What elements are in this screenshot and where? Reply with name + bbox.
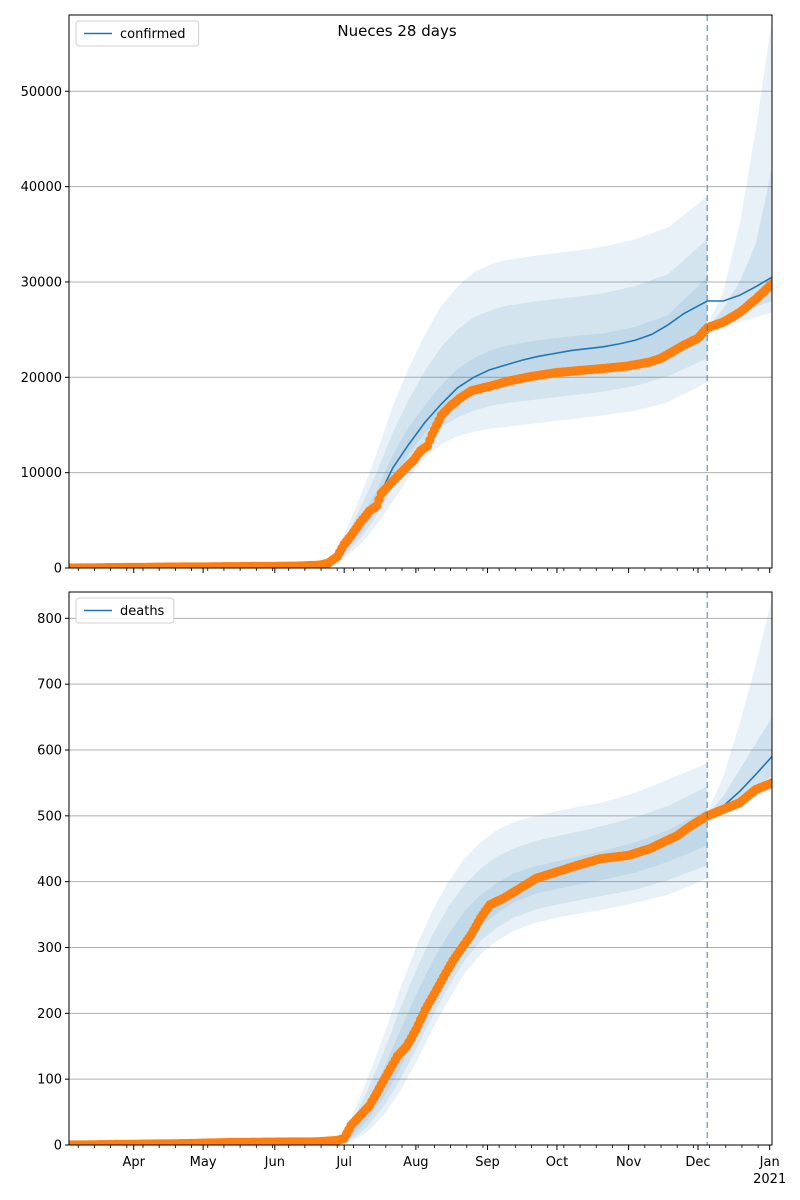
x-tick-label: Oct xyxy=(546,1155,568,1170)
legend-box xyxy=(75,597,175,624)
y-tick-label: 600 xyxy=(37,744,62,759)
y-tick-label: 50000 xyxy=(21,85,62,100)
band-mid-0 xyxy=(69,239,708,568)
x-tick-label: Aug xyxy=(403,1155,428,1170)
forecast-band-outer-0 xyxy=(707,19,772,335)
y-tick-label: 400 xyxy=(37,875,62,890)
y-tick-label: 800 xyxy=(37,612,62,627)
band-outer-1 xyxy=(69,763,708,1145)
observed-points xyxy=(69,778,772,1145)
x-tick-label: Apr xyxy=(123,1155,146,1170)
observed-point xyxy=(767,778,772,788)
x-tick-label: Jun xyxy=(264,1155,285,1170)
axes-frame xyxy=(68,591,773,1146)
band-mid-1 xyxy=(69,786,708,1145)
legend-label: deaths xyxy=(120,604,165,619)
x-tick-label: Sep xyxy=(475,1155,500,1170)
forecast-band-outer-1 xyxy=(707,598,772,816)
legend: confirmed xyxy=(75,20,200,47)
y-tick-label: 0 xyxy=(54,1139,62,1154)
forecast-band-inner-1 xyxy=(707,717,772,816)
forecast-band-inner-0 xyxy=(707,167,772,329)
x-tick-label: Jul xyxy=(335,1155,352,1170)
y-tick-label: 700 xyxy=(37,678,62,693)
model-median-line xyxy=(69,276,772,568)
x-tick-year-label: 2021 xyxy=(753,1172,786,1187)
figure-title: Nueces 28 days xyxy=(337,22,456,40)
confirmed-panel: 0 10000 20000 30000 40000 50000 confirmed xyxy=(21,14,773,577)
y-tick-label: 100 xyxy=(37,1073,62,1088)
y-tick-label: 30000 xyxy=(21,275,62,290)
observed-point xyxy=(767,279,772,289)
y-tick-label: 20000 xyxy=(21,371,62,386)
deaths-panel: 0 100 200 300 400 500 600 700 800 Apr May Jun Jul Aug… xyxy=(37,591,786,1187)
axes-frame xyxy=(68,14,773,569)
plot-area xyxy=(69,19,772,568)
y-tick-label: 500 xyxy=(37,809,62,824)
legend-box xyxy=(75,20,200,47)
band-outer-0 xyxy=(69,196,708,568)
y-tick-label: 10000 xyxy=(21,466,62,481)
y-tick-label: 0 xyxy=(54,562,62,577)
legend-label: confirmed xyxy=(120,27,186,42)
band-inner-0 xyxy=(69,277,708,568)
x-tick-label: Dec xyxy=(685,1155,710,1170)
observed-points xyxy=(69,279,772,568)
plot-area xyxy=(69,598,772,1145)
x-tick-label: Jan xyxy=(759,1155,780,1170)
y-tick-label: 300 xyxy=(37,941,62,956)
y-tick-label: 40000 xyxy=(21,180,62,195)
y-tick-label: 200 xyxy=(37,1007,62,1022)
x-tick-label: Nov xyxy=(616,1155,642,1170)
x-tick-label: May xyxy=(190,1155,217,1170)
legend: deaths xyxy=(75,597,175,624)
